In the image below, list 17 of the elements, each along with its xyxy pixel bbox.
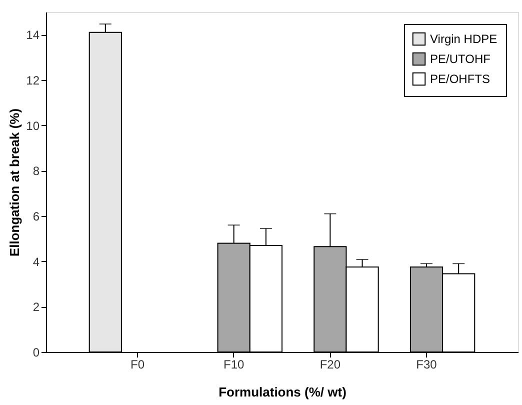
y-tick-label: 4 bbox=[32, 254, 40, 269]
y-axis-title: Ellongation at break (%) bbox=[7, 108, 22, 257]
y-tick-label: 14 bbox=[26, 28, 40, 42]
legend-label: PE/OHFTS bbox=[430, 72, 490, 86]
x-axis-title: Formulations (%/ wt) bbox=[218, 384, 346, 400]
y-tick-label: 10 bbox=[26, 118, 40, 133]
legend-label: Virgin HDPE bbox=[430, 32, 498, 46]
y-tick-label: 6 bbox=[32, 210, 40, 224]
x-tick-label: F30 bbox=[416, 358, 438, 372]
x-tick-label: F10 bbox=[223, 358, 244, 372]
x-tick-label: F0 bbox=[130, 358, 145, 372]
y-tick-label: 8 bbox=[32, 164, 40, 178]
y-tick-label: 12 bbox=[26, 74, 40, 88]
x-tick-label: F20 bbox=[320, 358, 341, 372]
y-tick-label: 0 bbox=[32, 346, 40, 360]
legend-label: PE/UTOHF bbox=[430, 52, 490, 66]
y-tick-label: 2 bbox=[32, 300, 40, 314]
